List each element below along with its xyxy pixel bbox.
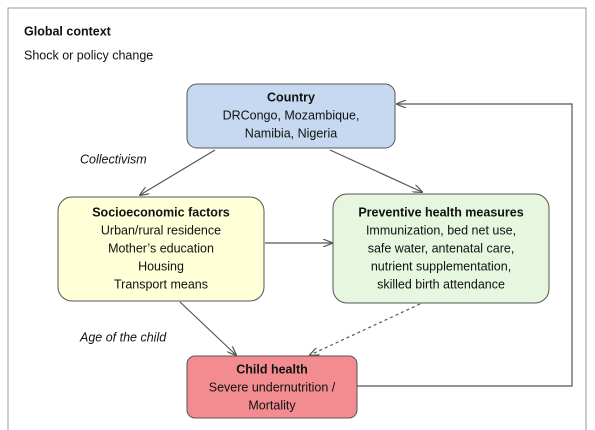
edge-label: Age of the child <box>79 330 167 344</box>
node-title: Country <box>267 90 315 104</box>
node-box <box>332 193 550 304</box>
node-box <box>186 355 358 419</box>
dashed-arrow <box>310 303 421 355</box>
node-line: nutrient supplementation, <box>371 259 511 273</box>
node-line: Transport means <box>114 277 208 291</box>
arrow <box>179 301 236 355</box>
node-line: Housing <box>138 259 184 273</box>
node-title: Socioeconomic factors <box>92 205 230 219</box>
feedback-arrow <box>357 104 573 387</box>
arrow <box>329 149 422 192</box>
node-line: Immunization, bed net use, <box>366 223 516 237</box>
node-line: Mother’s education <box>108 241 214 255</box>
node-line: Urban/rural residence <box>101 223 221 237</box>
node-line: safe water, antenatal care, <box>368 241 515 255</box>
title: Global context <box>24 24 112 38</box>
node-line: Namibia, Nigeria <box>245 126 337 140</box>
node-box <box>57 196 265 302</box>
node-line: skilled birth attendance <box>377 277 505 291</box>
frame <box>7 7 587 430</box>
arrow <box>140 149 216 195</box>
node-line: Severe undernutrition / <box>209 380 336 394</box>
node-line: DRCongo, Mozambique, <box>223 108 360 122</box>
edge-label: Collectivism <box>80 152 147 166</box>
node-title: Preventive health measures <box>358 205 523 219</box>
node-line: Mortality <box>248 398 296 412</box>
node-title: Child health <box>236 362 308 376</box>
node-box <box>186 83 396 149</box>
subtitle: Shock or policy change <box>24 48 153 62</box>
